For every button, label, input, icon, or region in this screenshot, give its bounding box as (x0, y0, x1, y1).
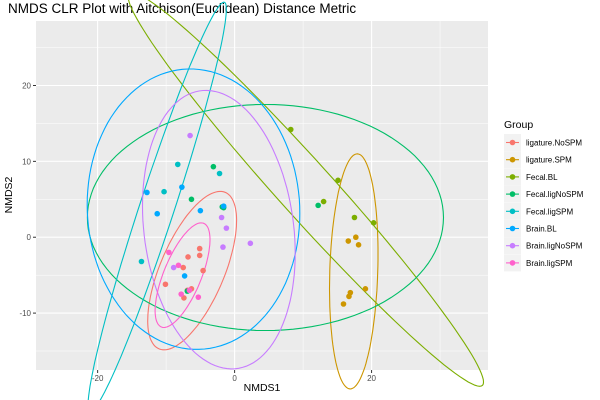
point-Brain.ligSPM (175, 262, 182, 269)
point-Brain.ligSPM (195, 294, 202, 300)
point-Fecal.ligSPM (216, 170, 223, 177)
point-Fecal.BL (370, 220, 377, 226)
point-Brain.BL (154, 210, 161, 217)
ellipse-ligature.NoSPM (147, 190, 238, 351)
y-tick-label: 0 (27, 233, 32, 242)
point-ligature.SPM (345, 238, 352, 244)
point-ligature.SPM (340, 301, 347, 307)
point-ligature.NoSPM (196, 245, 203, 252)
ellipse-Brain.ligNoSPM (141, 89, 296, 370)
legend-label: Fecal.ligSPM (526, 207, 573, 216)
point-Fecal.ligNoSPM (210, 163, 217, 170)
point-ligature.NoSPM (162, 281, 169, 288)
legend-label: ligature.SPM (526, 156, 572, 165)
legend-marker (509, 208, 516, 215)
x-tick-label: -20 (92, 374, 104, 383)
x-tick-label: 20 (367, 374, 376, 383)
point-Brain.ligNoSPM (220, 244, 226, 250)
point-Brain.BL (220, 203, 227, 209)
confidence-ellipses (86, 0, 485, 400)
point-Brain.ligSPM (178, 291, 184, 297)
legend: ligature.NoSPM ligature.SPM Fecal.BL Fecal.… (504, 134, 584, 272)
legend-marker (509, 260, 516, 266)
x-tick-label: 0 (232, 374, 237, 383)
point-ligature.NoSPM (196, 252, 203, 259)
point-Brain.ligNoSPM (218, 214, 225, 221)
point-ligature.NoSPM (200, 267, 206, 274)
legend-marker (509, 156, 516, 163)
ellipse-Brain.ligSPM (154, 222, 211, 329)
point-ligature.SPM (355, 242, 362, 248)
legend-marker (509, 242, 516, 249)
legend-label: Brain.BL (526, 225, 557, 234)
point-ligature.NoSPM (185, 254, 191, 260)
point-Fecal.ligSPM (161, 188, 167, 195)
ellipse-Brain.BL (86, 68, 301, 350)
point-Brain.BL (181, 273, 188, 279)
legend-label: Brain.ligSPM (526, 259, 573, 268)
y-axis-ticks: -10 0 10 20 (19, 81, 36, 318)
point-Fecal.BL (320, 198, 327, 205)
point-Fecal.BL (287, 126, 294, 133)
point-Brain.ligNoSPM (170, 264, 177, 271)
legend-label: Fecal.ligNoSPM (526, 190, 584, 199)
minor-gridlines (36, 21, 488, 370)
point-Brain.ligNoSPM (187, 132, 193, 139)
legend-label: Brain.ligNoSPM (526, 242, 583, 251)
point-Fecal.ligSPM (138, 258, 145, 265)
y-tick-label: 20 (22, 81, 31, 90)
ellipse-Fecal.ligSPM (87, 1, 227, 400)
data-points (138, 126, 377, 307)
ellipse-ligature.SPM (328, 153, 379, 390)
y-axis-title: NMDS2 (3, 176, 15, 213)
point-Brain.ligNoSPM (247, 240, 254, 247)
chart-title: NMDS CLR Plot with Aitchison(Euclidean) … (8, 1, 357, 16)
point-Brain.ligNoSPM (223, 225, 230, 231)
plot-panel (36, 21, 488, 370)
x-axis-title: NMDS1 (244, 382, 281, 394)
point-ligature.SPM (346, 293, 352, 300)
legend-label: Fecal.BL (526, 173, 558, 182)
point-Fecal.ligNoSPM (315, 202, 321, 209)
y-tick-label: -10 (19, 309, 31, 318)
legend-marker (509, 225, 516, 232)
legend-label: ligature.NoSPM (526, 139, 582, 148)
point-Fecal.ligNoSPM (188, 196, 195, 203)
x-axis-ticks: -20 0 20 (92, 370, 377, 383)
point-Brain.BL (197, 207, 204, 214)
point-ligature.SPM (362, 286, 369, 292)
point-Brain.ligSPM (186, 287, 193, 294)
legend-marker (509, 174, 516, 180)
point-Fecal.BL (335, 177, 341, 184)
point-Fecal.BL (351, 214, 358, 221)
point-Brain.BL (179, 184, 185, 190)
point-ligature.SPM (353, 234, 359, 241)
point-ligature.NoSPM (180, 264, 187, 271)
y-tick-label: 10 (22, 157, 31, 166)
major-gridlines (36, 21, 488, 370)
point-Brain.ligSPM (166, 249, 172, 256)
legend-title: Group (504, 119, 533, 131)
legend-marker (509, 139, 516, 146)
legend-marker (509, 191, 516, 197)
point-Fecal.ligSPM (174, 161, 181, 168)
point-Brain.BL (144, 189, 150, 196)
